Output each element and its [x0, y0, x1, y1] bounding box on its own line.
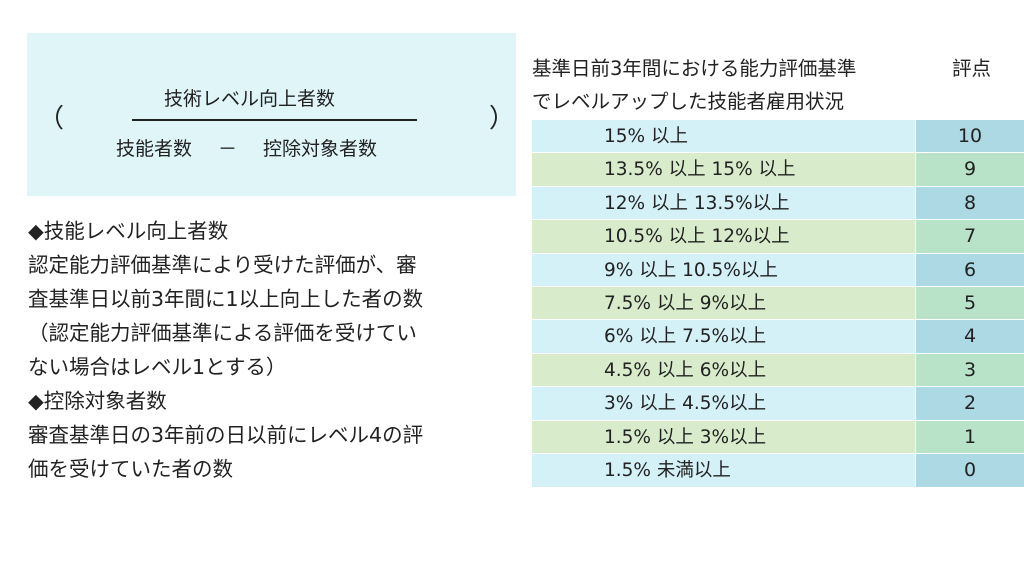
denominator-left: 技能者数	[116, 138, 193, 160]
note-line: （認定能力評価基準による評価を受けてい	[28, 321, 417, 345]
row-score: 0	[916, 453, 1024, 488]
formula-paren-close: ）	[489, 104, 516, 134]
row-score: 3	[916, 353, 1024, 387]
row-condition: 13.5% 以上 15% 以上	[532, 153, 915, 186]
score-table: 15% 以上 10 13.5% 以上 15% 以上 9 12% 以上 13.5%以上…	[532, 120, 1024, 488]
note-line: ない場合はレベル1とする）	[28, 355, 287, 379]
row-condition: 10.5% 以上 12%以上	[532, 220, 915, 253]
formula-box	[27, 33, 516, 196]
table-row: 9% 以上 10.5%以上 6	[532, 253, 1024, 287]
denominator-right: 控除対象者数	[263, 138, 378, 160]
table-row: 12% 以上 13.5%以上 8	[532, 186, 1024, 221]
row-score: 9	[916, 153, 1024, 186]
note-line: 価を受けていた者の数	[28, 457, 233, 481]
note-line: 査基準日以前3年間に1以上向上した者の数	[28, 287, 424, 311]
row-condition: 9% 以上 10.5%以上	[532, 253, 915, 286]
formula-paren-open: （	[38, 104, 65, 134]
row-score: 8	[916, 186, 1024, 220]
note-heading-skill-up: ◆技能レベル向上者数	[28, 219, 229, 243]
row-condition: 1.5% 未満以上	[532, 453, 915, 488]
formula-denominator: 技能者数 － 控除対象者数	[116, 134, 377, 161]
row-score: 6	[916, 253, 1024, 286]
notes-text: ◆技能レベル向上者数 認定能力評価基準により受けた評価が、審 査基準日以前3年間…	[28, 214, 518, 486]
row-condition: 12% 以上 13.5%以上	[532, 186, 915, 220]
note-line: 認定能力評価基準により受けた評価が、審	[28, 253, 417, 277]
row-condition: 4.5% 以上 6%以上	[532, 353, 915, 387]
table-row: 7.5% 以上 9%以上 5	[532, 286, 1024, 321]
table-row: 3% 以上 4.5%以上 2	[532, 387, 1024, 421]
row-condition: 6% 以上 7.5%以上	[532, 320, 915, 353]
table-header: 基準日前3年間における能力評価基準 評点 でレベルアップした技能者雇用状況	[532, 52, 1024, 118]
table-header-score: 評点	[952, 57, 992, 80]
table-row: 10.5% 以上 12%以上 7	[532, 220, 1024, 254]
table-row: 6% 以上 7.5%以上 4	[532, 320, 1024, 354]
row-score: 1	[916, 420, 1024, 453]
table-row: 15% 以上 10	[532, 120, 1024, 154]
row-score: 4	[916, 320, 1024, 353]
row-condition: 7.5% 以上 9%以上	[532, 286, 915, 320]
table-row: 13.5% 以上 15% 以上 9	[532, 153, 1024, 187]
table-row: 1.5% 以上 3%以上 1	[532, 420, 1024, 454]
fraction-line	[132, 119, 417, 121]
table-header-line1: 基準日前3年間における能力評価基準	[532, 57, 857, 80]
row-condition: 15% 以上	[532, 120, 915, 153]
table-row: 1.5% 未満以上 0	[532, 453, 1024, 488]
row-score: 7	[916, 220, 1024, 253]
row-score: 5	[916, 286, 1024, 320]
note-line: 審査基準日の3年前の日以前にレベル4の評	[28, 423, 424, 447]
table-header-line2: でレベルアップした技能者雇用状況	[532, 90, 845, 113]
row-condition: 3% 以上 4.5%以上	[532, 387, 915, 420]
row-score: 10	[916, 120, 1024, 153]
minus-sign: －	[218, 138, 238, 160]
row-condition: 1.5% 以上 3%以上	[532, 420, 915, 453]
note-heading-deduction: ◆控除対象者数	[28, 389, 167, 413]
row-score: 2	[916, 387, 1024, 420]
table-row: 4.5% 以上 6%以上 3	[532, 353, 1024, 388]
formula-numerator: 技術レベル向上者数	[164, 88, 336, 110]
